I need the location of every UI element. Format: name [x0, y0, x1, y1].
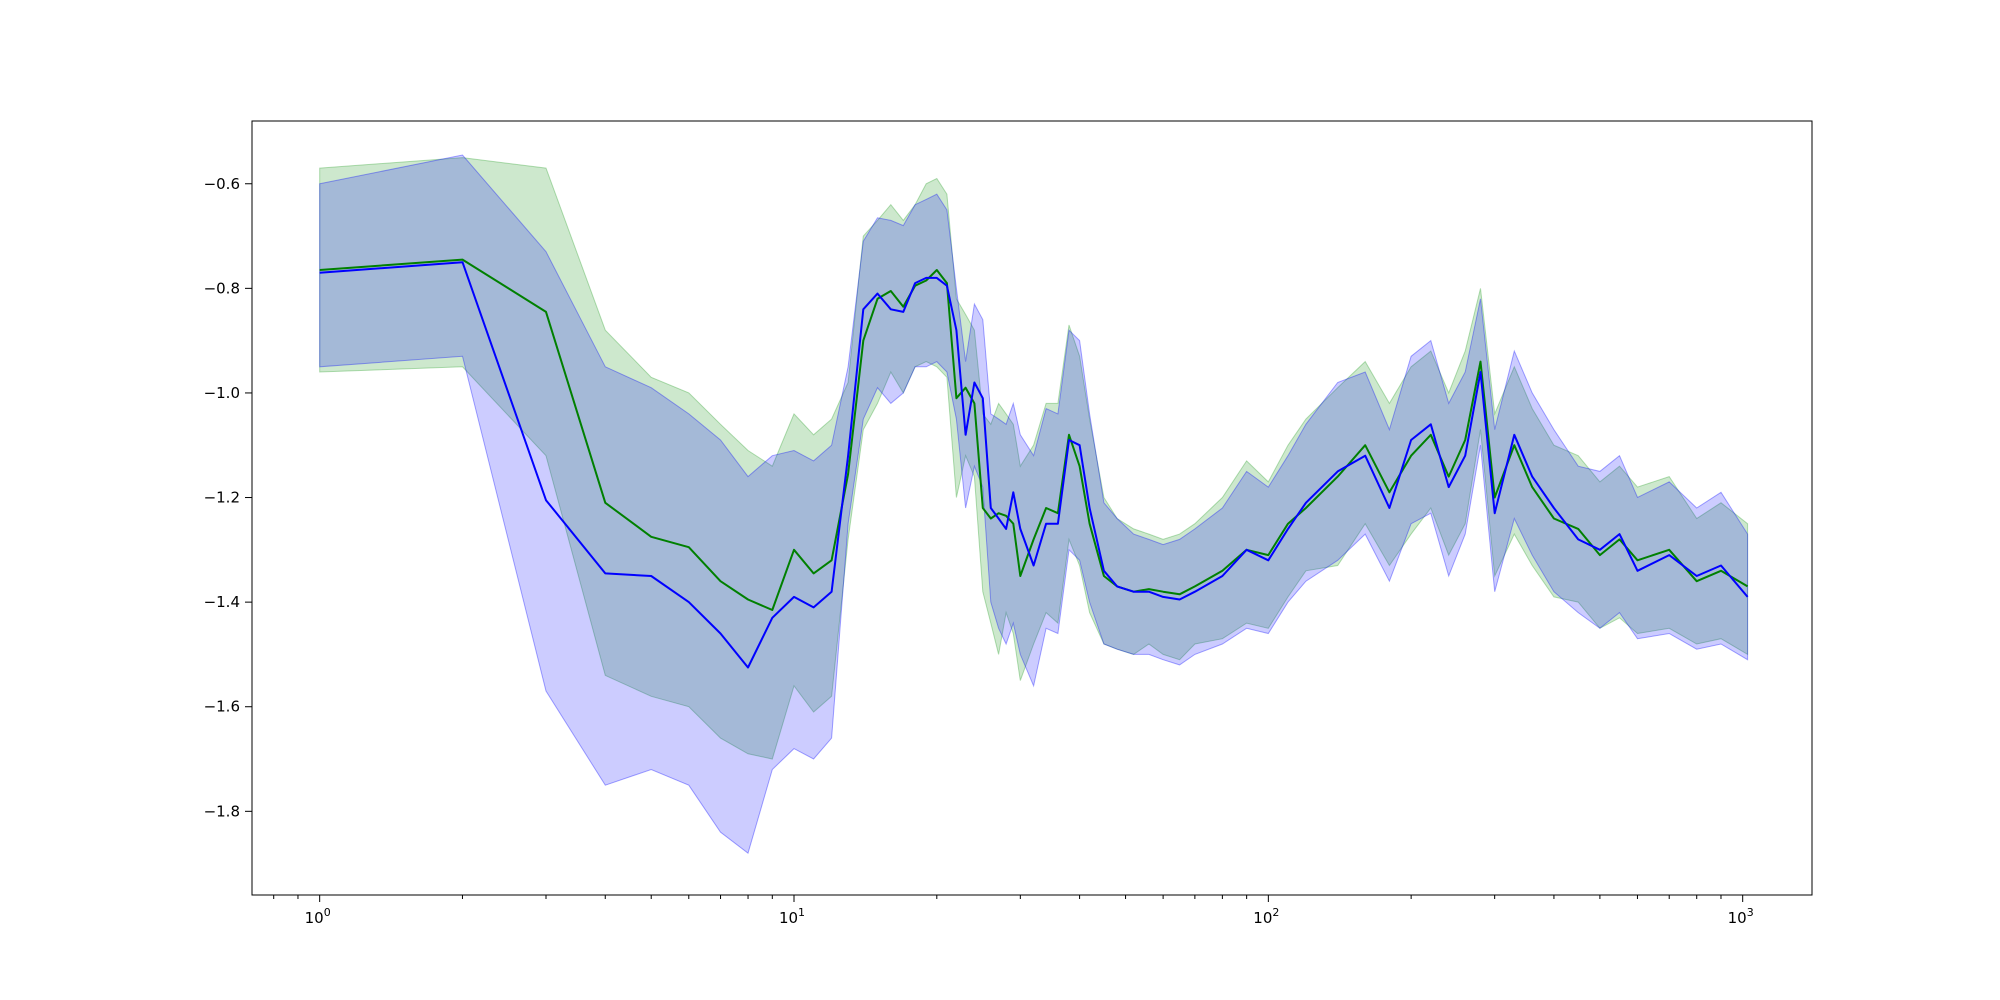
series-2-line — [319, 261, 1749, 669]
series-lines — [319, 258, 1749, 669]
y-tick-label: −1.0 — [204, 384, 240, 402]
y-tick-label: −1.6 — [204, 698, 240, 716]
x-tick-label: 102 — [1253, 906, 1279, 927]
y-tick-label: −0.8 — [204, 279, 240, 297]
confidence-bands — [319, 154, 1749, 855]
y-tick-label: −1.8 — [204, 802, 240, 820]
x-tick-label: 103 — [1728, 906, 1754, 927]
x-tick-label: 100 — [305, 906, 331, 927]
y-tick-label: −1.2 — [204, 489, 240, 507]
series-1-line — [319, 258, 1749, 611]
series-1-band — [319, 157, 1749, 760]
series-2-band — [319, 154, 1749, 855]
x-axis: 100 101 102 103 — [273, 895, 1754, 927]
y-axis: −0.6 −0.8 −1.0 −1.2 −1.4 −1.6 −1.8 — [204, 175, 252, 820]
x-tick-label: 101 — [779, 906, 805, 927]
y-tick-label: −1.4 — [204, 593, 240, 611]
y-tick-label: −0.6 — [204, 175, 240, 193]
plot-frame — [251, 120, 1813, 896]
